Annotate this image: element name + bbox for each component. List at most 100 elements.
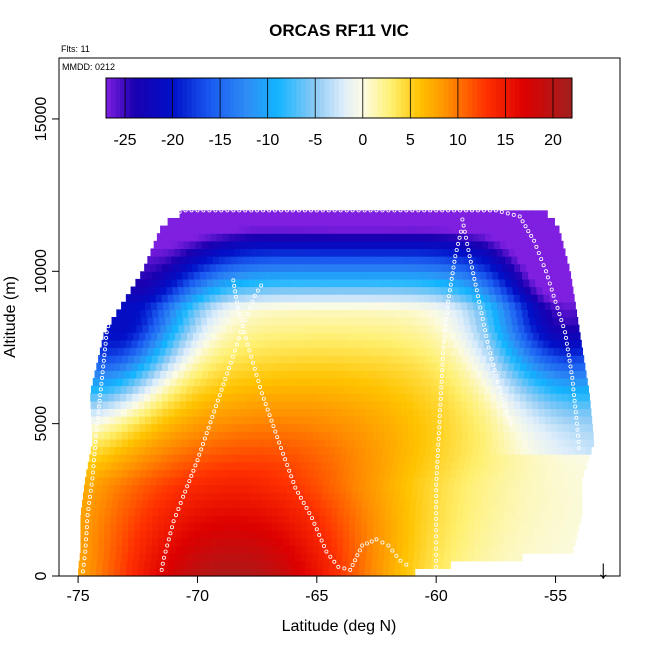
heatmap-cell [522, 530, 529, 539]
heatmap-cell [344, 240, 352, 250]
heatmap-cell [569, 309, 577, 318]
heatmap-cell [456, 377, 464, 387]
heatmap-cell [120, 446, 128, 455]
heatmap-cell [562, 385, 569, 394]
heatmap-cell [541, 461, 548, 470]
heatmap-cell [551, 423, 558, 432]
heatmap-cell [539, 423, 546, 432]
track-point [210, 414, 215, 419]
heatmap-cell [465, 454, 472, 463]
heatmap-cell [518, 370, 525, 379]
heatmap-cell [542, 286, 549, 295]
heatmap-cell [347, 248, 355, 257]
colorbar-segment [205, 78, 212, 118]
heatmap-cell [168, 416, 176, 425]
heatmap-cell [468, 438, 475, 448]
track-point [307, 510, 312, 515]
heatmap-cell [181, 530, 189, 539]
heatmap-cell [193, 469, 201, 478]
heatmap-cell [310, 454, 317, 463]
heatmap-cell [149, 568, 157, 577]
heatmap-cell [129, 347, 137, 356]
track-point [468, 259, 473, 264]
heatmap-cell [407, 476, 414, 486]
heatmap-cell [283, 522, 290, 531]
heatmap-cell [184, 370, 191, 379]
heatmap-cell [563, 431, 571, 440]
heatmap-cell [386, 370, 394, 379]
heatmap-cell [356, 347, 364, 356]
heatmap-cell [472, 385, 480, 394]
heatmap-cell [469, 347, 477, 356]
track-point [547, 281, 552, 286]
heatmap-cell [478, 476, 486, 486]
heatmap-cell [309, 286, 317, 295]
heatmap-cell [370, 484, 377, 493]
heatmap-cell [279, 324, 287, 333]
heatmap-cell [259, 355, 266, 364]
heatmap-cell [366, 545, 374, 554]
heatmap-cell [573, 339, 580, 349]
heatmap-cell [468, 309, 475, 318]
heatmap-cell [228, 476, 235, 486]
heatmap-cell [331, 530, 338, 539]
heatmap-cell [113, 484, 121, 493]
heatmap-cell [363, 286, 370, 295]
heatmap-cell [296, 347, 304, 356]
heatmap-cell [187, 522, 195, 531]
heatmap-cell [360, 431, 368, 440]
heatmap-cell [535, 256, 542, 265]
heatmap-cell [223, 522, 231, 531]
track-point [404, 562, 409, 567]
heatmap-cell [451, 461, 459, 470]
heatmap-cell [203, 362, 211, 371]
heatmap-cell [384, 355, 392, 364]
heatmap-cell [475, 317, 483, 326]
heatmap-cell [387, 492, 394, 501]
heatmap-cell [239, 484, 246, 493]
track-point [193, 463, 198, 468]
heatmap-cell [335, 408, 343, 417]
heatmap-cell [84, 568, 91, 577]
heatmap-cell [122, 522, 129, 531]
heatmap-cell [514, 385, 522, 394]
heatmap-cell [273, 286, 281, 295]
heatmap-cell [232, 286, 239, 295]
heatmap-cell [141, 317, 148, 326]
heatmap-cell [464, 225, 471, 234]
heatmap-cell [405, 492, 412, 501]
heatmap-cell [345, 454, 353, 463]
heatmap-cell [350, 278, 357, 288]
heatmap-cell [289, 537, 296, 547]
heatmap-cell [544, 446, 551, 455]
heatmap-cell [260, 278, 268, 288]
heatmap-cell [487, 461, 495, 470]
heatmap-cell [478, 393, 485, 402]
heatmap-cell [440, 499, 447, 509]
heatmap-cell [431, 233, 438, 242]
heatmap-cell [184, 324, 191, 333]
heatmap-cell [138, 408, 146, 417]
heatmap-cell [202, 324, 209, 333]
heatmap-cell [199, 515, 207, 524]
heatmap-cell [483, 210, 491, 219]
heatmap-cell [528, 522, 535, 531]
heatmap-cell [281, 560, 289, 569]
heatmap-cell [415, 507, 422, 516]
heatmap-cell [206, 377, 213, 387]
track-point [368, 208, 373, 213]
heatmap-cell [351, 225, 358, 234]
heatmap-cell [378, 309, 386, 318]
heatmap-cell [252, 423, 260, 432]
track-point [461, 223, 466, 228]
colorbar-segment [429, 78, 435, 118]
heatmap-cell [270, 301, 277, 310]
heatmap-cell [291, 370, 299, 379]
heatmap-cell [271, 438, 278, 448]
heatmap-cell [540, 507, 548, 516]
heatmap-cell [287, 362, 294, 371]
heatmap-cell [493, 256, 501, 265]
heatmap-cell [265, 515, 273, 524]
heatmap-cell [446, 347, 453, 356]
heatmap-cell [544, 301, 552, 310]
